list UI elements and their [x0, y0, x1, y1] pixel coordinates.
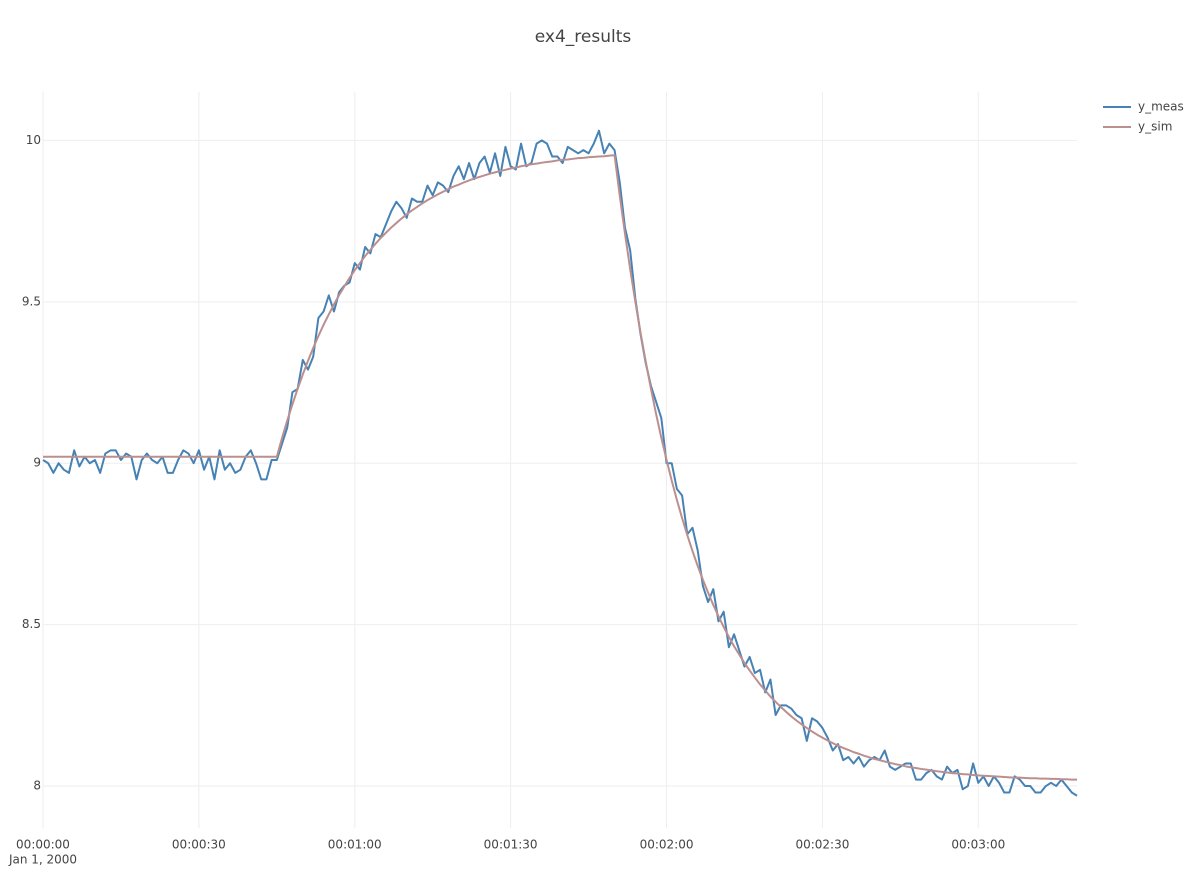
x-date-label: Jan 1, 2000	[8, 853, 77, 867]
x-tick-label: 00:02:30	[795, 838, 849, 852]
x-tick-label: 00:00:30	[172, 838, 226, 852]
y-tick-label: 10	[26, 133, 41, 147]
y-tick-label: 9	[33, 456, 41, 470]
x-tick-label: 00:00:00	[16, 838, 70, 852]
y-tick-label: 8.5	[22, 617, 41, 631]
x-tick-label: 00:02:00	[640, 838, 694, 852]
y-tick-label: 8	[33, 779, 41, 793]
data-line	[43, 154, 1077, 781]
x-tick-label: 00:03:00	[951, 838, 1005, 852]
legend-label: y_meas	[1138, 100, 1184, 114]
legend-label: y_sim	[1138, 120, 1172, 134]
y-tick-label: 9.5	[22, 294, 41, 308]
x-tick-label: 00:01:00	[328, 838, 382, 852]
chart-title: ex4_results	[535, 27, 632, 47]
x-tick-label: 00:01:30	[484, 838, 538, 852]
